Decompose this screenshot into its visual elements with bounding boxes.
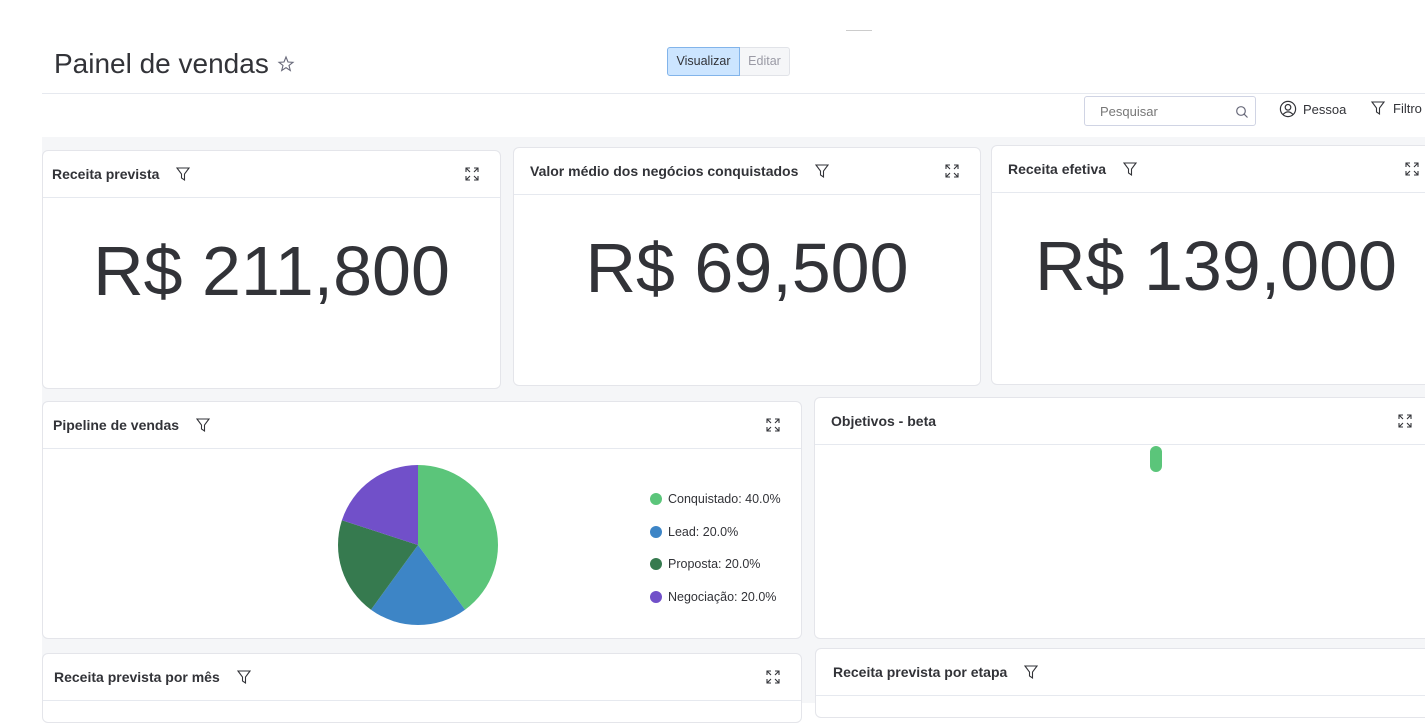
expand-icon[interactable] bbox=[464, 166, 480, 182]
person-icon[interactable] bbox=[1279, 100, 1297, 118]
legend-swatch bbox=[650, 525, 662, 538]
filter-icon[interactable] bbox=[195, 417, 211, 433]
expand-icon[interactable] bbox=[1404, 161, 1420, 177]
legend-swatch bbox=[650, 590, 662, 603]
drag-handle bbox=[846, 30, 872, 31]
legend-label: Proposta: 20.0% bbox=[668, 557, 761, 571]
card-header: Valor médio dos negócios conquistados bbox=[514, 148, 980, 195]
number-value: R$ 69,500 bbox=[585, 229, 909, 307]
board-title: Painel de vendas bbox=[54, 48, 269, 79]
card-header: Pipeline de vendas bbox=[43, 402, 801, 449]
filter-icon[interactable] bbox=[175, 166, 191, 182]
expand-icon[interactable] bbox=[765, 669, 781, 685]
card-header: Receita prevista por mês bbox=[43, 654, 801, 701]
search-box[interactable]: Pesquisar bbox=[1084, 96, 1256, 126]
legend-swatch bbox=[650, 493, 662, 505]
number-value: R$ 211,800 bbox=[93, 232, 450, 310]
filter-button[interactable]: Filtro bbox=[1393, 101, 1422, 116]
pie-slice bbox=[341, 465, 418, 545]
view-button[interactable]: Visualizar bbox=[667, 47, 740, 76]
legend-item: Proposta: 20.0% bbox=[650, 557, 760, 571]
widget-card: Receita prevista R$ 211,800 bbox=[42, 150, 501, 389]
card-title: Pipeline de vendas bbox=[53, 417, 180, 433]
number-value: R$ 139,000 bbox=[1035, 227, 1397, 305]
card-title: Receita prevista bbox=[52, 166, 160, 182]
pie-chart bbox=[338, 465, 498, 625]
objectives-card: Objetivos - beta bbox=[814, 397, 1425, 639]
chart-card: Receita prevista por mês bbox=[42, 653, 802, 723]
widget-card: Valor médio dos negócios conquistados R$… bbox=[513, 147, 981, 386]
divider bbox=[42, 93, 1425, 94]
card-title: Receita prevista por mês bbox=[54, 669, 220, 685]
filter-icon[interactable] bbox=[236, 669, 252, 685]
progress-indicator bbox=[1150, 446, 1162, 472]
person-filter[interactable]: Pessoa bbox=[1303, 102, 1347, 117]
expand-icon[interactable] bbox=[765, 417, 781, 433]
card-title: Receita prevista por etapa bbox=[833, 664, 1008, 680]
search-placeholder: Pesquisar bbox=[1100, 104, 1158, 119]
legend-swatch bbox=[650, 558, 662, 570]
card-title: Valor médio dos negócios conquistados bbox=[530, 163, 799, 179]
edit-button[interactable]: Editar bbox=[740, 47, 790, 76]
legend-label: Negociação: 20.0% bbox=[668, 589, 777, 604]
widget-card: Receita efetiva R$ 139,000 bbox=[991, 145, 1425, 385]
search-icon bbox=[1236, 106, 1248, 118]
legend-item: Conquistado: 40.0% bbox=[650, 492, 781, 506]
chart-card: Receita prevista por etapa bbox=[815, 648, 1425, 718]
page: {"header": {"title": "Painel de vendas",… bbox=[42, 30, 1425, 723]
filter-icon[interactable] bbox=[1122, 161, 1138, 177]
pie-slice bbox=[370, 545, 466, 625]
dashboard: Receita prevista R$ 211,800 Valor médio … bbox=[42, 137, 1425, 723]
filter-icon[interactable] bbox=[1023, 664, 1039, 680]
expand-icon[interactable] bbox=[1397, 413, 1413, 429]
filter-icon[interactable] bbox=[814, 163, 830, 179]
star-icon[interactable] bbox=[277, 55, 295, 73]
legend-label: Conquistado: 40.0% bbox=[668, 492, 781, 506]
card-header: Receita efetiva bbox=[992, 146, 1425, 193]
card-header: Objetivos - beta bbox=[815, 398, 1425, 445]
card-title: Receita efetiva bbox=[1008, 161, 1107, 177]
card-title: Objetivos - beta bbox=[831, 413, 937, 429]
pie-slice bbox=[338, 520, 418, 610]
legend-item: Negociação: 20.0% bbox=[650, 590, 776, 604]
expand-icon[interactable] bbox=[944, 163, 960, 179]
pie-slice bbox=[418, 465, 498, 610]
card-header: Receita prevista bbox=[43, 151, 500, 198]
filter-icon[interactable] bbox=[1370, 100, 1386, 116]
legend-item: Lead: 20.0% bbox=[650, 525, 738, 539]
card-header: Receita prevista por etapa bbox=[816, 649, 1425, 696]
legend-label: Lead: 20.0% bbox=[668, 524, 739, 539]
pie-card: Pipeline de vendas Conquistado: 40.0% Lea… bbox=[42, 401, 802, 639]
